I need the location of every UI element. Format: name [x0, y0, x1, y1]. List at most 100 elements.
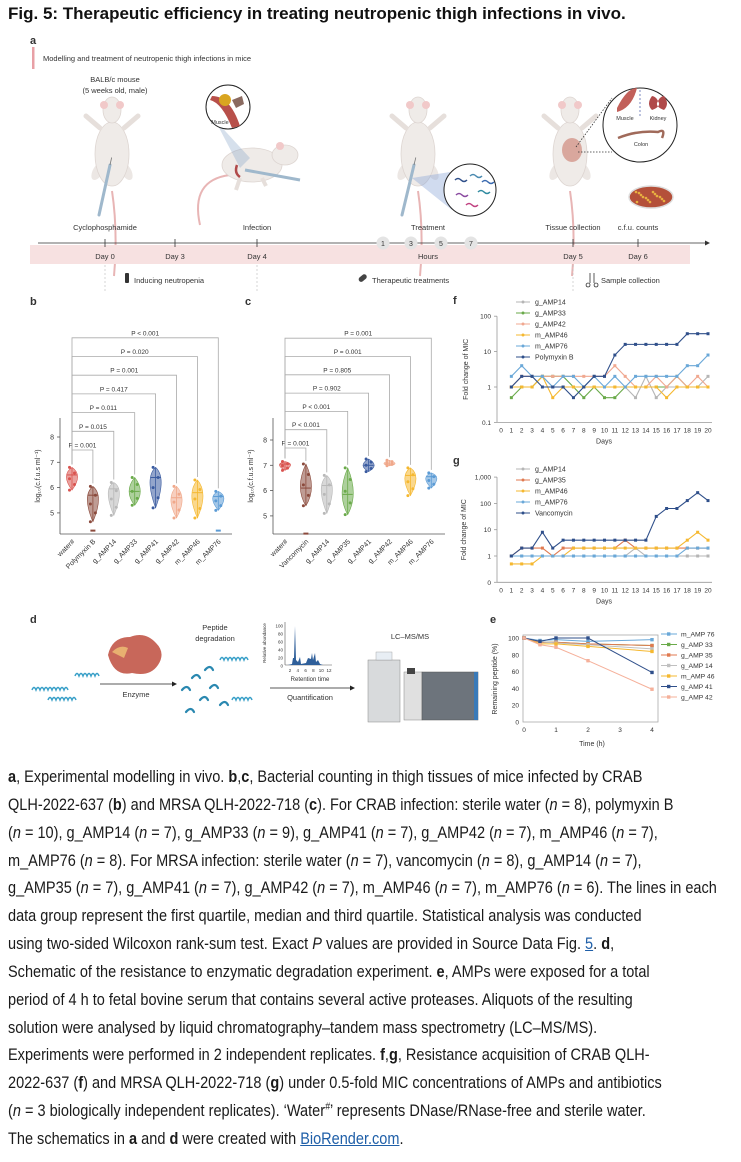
- caption-text: = 7), m_AMP76 (: [447, 879, 562, 898]
- x-tick-label: 1: [554, 727, 558, 734]
- data-point: [644, 546, 648, 550]
- hour-label: 1: [381, 241, 385, 248]
- data-point: [306, 472, 310, 476]
- series-line-m_AMP76: [511, 547, 708, 557]
- x-tick-label: water#: [269, 538, 290, 559]
- legend-bar: [32, 47, 35, 69]
- data-point: [281, 460, 284, 464]
- y-axis-label: Fold change of MIC: [461, 499, 468, 560]
- caption-text: Schematic of the resistance to enzymatic…: [8, 962, 437, 981]
- data-point: [406, 480, 410, 484]
- data-point: [281, 468, 284, 472]
- data-point: [613, 353, 617, 357]
- data-point: [665, 342, 669, 346]
- ms-body: [421, 671, 479, 721]
- caption-text: f: [380, 1046, 385, 1065]
- x-tick-label: water#: [56, 538, 77, 559]
- day-label: Day 4: [247, 252, 267, 261]
- data-point: [603, 546, 606, 550]
- caption-text: m_AMP76 (: [8, 851, 85, 870]
- mouse-tail: [417, 190, 423, 277]
- mouse-ear: [100, 101, 108, 109]
- mouse-illustration-infection: [197, 84, 301, 226]
- legend-marker: [521, 467, 525, 471]
- x-axis-label: Time (h): [579, 741, 605, 748]
- organ-label-colon: Colon: [634, 142, 648, 148]
- day-label: Day 5: [563, 252, 583, 261]
- caption-text: = 7),: [608, 851, 642, 870]
- panel-label-a: a: [30, 35, 37, 47]
- colony-dot: [662, 199, 666, 203]
- legend-marker: [521, 355, 525, 359]
- data-point: [156, 475, 160, 479]
- p-value-label: P = 0.001: [344, 331, 372, 338]
- data-point: [696, 332, 700, 336]
- data-point: [696, 530, 700, 534]
- caption-link[interactable]: BioRender.com: [300, 1129, 400, 1148]
- data-point: [654, 514, 658, 518]
- data-point: [327, 502, 331, 506]
- y-tick-label: 10: [484, 527, 492, 534]
- colony-dot: [644, 196, 648, 200]
- caption-text: b: [112, 795, 122, 814]
- caption-line: data group represent the first quartile,…: [8, 903, 717, 931]
- caption-text: , Resistance acquisition of CRAB QLH-: [397, 1046, 650, 1065]
- data-point: [706, 374, 710, 378]
- caption-text: solution were analysed by liquid chromat…: [8, 1018, 598, 1037]
- caption-link[interactable]: 5: [585, 935, 594, 954]
- caption-text: 2022-637 (: [8, 1074, 79, 1093]
- x-tick-label: 0: [499, 587, 503, 594]
- peptide-fragment-icon: [190, 673, 202, 680]
- data-point: [172, 500, 176, 504]
- data-point: [644, 385, 648, 389]
- data-point: [530, 385, 534, 389]
- data-point: [685, 364, 689, 368]
- data-point: [390, 462, 394, 466]
- zoom-line: [575, 97, 613, 148]
- panel-label-b: b: [30, 296, 37, 308]
- data-point: [520, 374, 524, 378]
- lc-unit: [367, 659, 401, 723]
- caption-text: b: [228, 768, 238, 786]
- data-point: [364, 463, 368, 467]
- step-label: Treatment: [411, 223, 446, 232]
- x-tick-label: 14: [642, 587, 650, 594]
- legend-label: g_AMP35: [535, 478, 566, 485]
- muscle-icon: [210, 96, 240, 128]
- legend-marker: [667, 684, 671, 689]
- bacteria-cluster-icon: [219, 94, 231, 106]
- data-point: [582, 554, 586, 558]
- data-point: [286, 466, 289, 470]
- legend-marker: [521, 311, 525, 315]
- caption-text: n: [439, 879, 448, 898]
- chromatogram-x-tick: 2: [289, 668, 292, 673]
- ms-front: [403, 671, 423, 721]
- data-point: [706, 385, 710, 389]
- x-tick-label: 13: [632, 587, 640, 594]
- kidney-icon: [649, 96, 667, 110]
- x-tick-label: 0: [499, 427, 503, 434]
- bone-icon: [232, 96, 244, 108]
- data-point: [193, 497, 197, 501]
- caption-text: n: [12, 823, 21, 842]
- data-point: [650, 687, 654, 691]
- hour-marker: [464, 236, 478, 250]
- data-point: [109, 513, 113, 517]
- data-point: [582, 374, 586, 378]
- step-label: Tissue collection: [545, 223, 600, 232]
- mouse-ear: [276, 142, 284, 150]
- legend-marker: [667, 632, 671, 636]
- mouse-ear: [406, 101, 414, 109]
- mouse-head: [102, 96, 122, 124]
- data-point: [592, 374, 596, 378]
- legend-marker: [667, 642, 671, 647]
- caption-text: ’ represents DNase/RNase-free and steril…: [329, 1102, 646, 1121]
- caption-line: period of 4 h to fetal bovine serum that…: [8, 987, 717, 1015]
- data-point: [650, 670, 654, 675]
- data-point: [554, 645, 558, 649]
- panel-label-g: g: [453, 455, 460, 467]
- x-tick-label: 10: [601, 587, 609, 594]
- mouse-arm: [541, 113, 561, 131]
- hour-label: 3: [409, 241, 413, 248]
- data-point: [509, 385, 513, 389]
